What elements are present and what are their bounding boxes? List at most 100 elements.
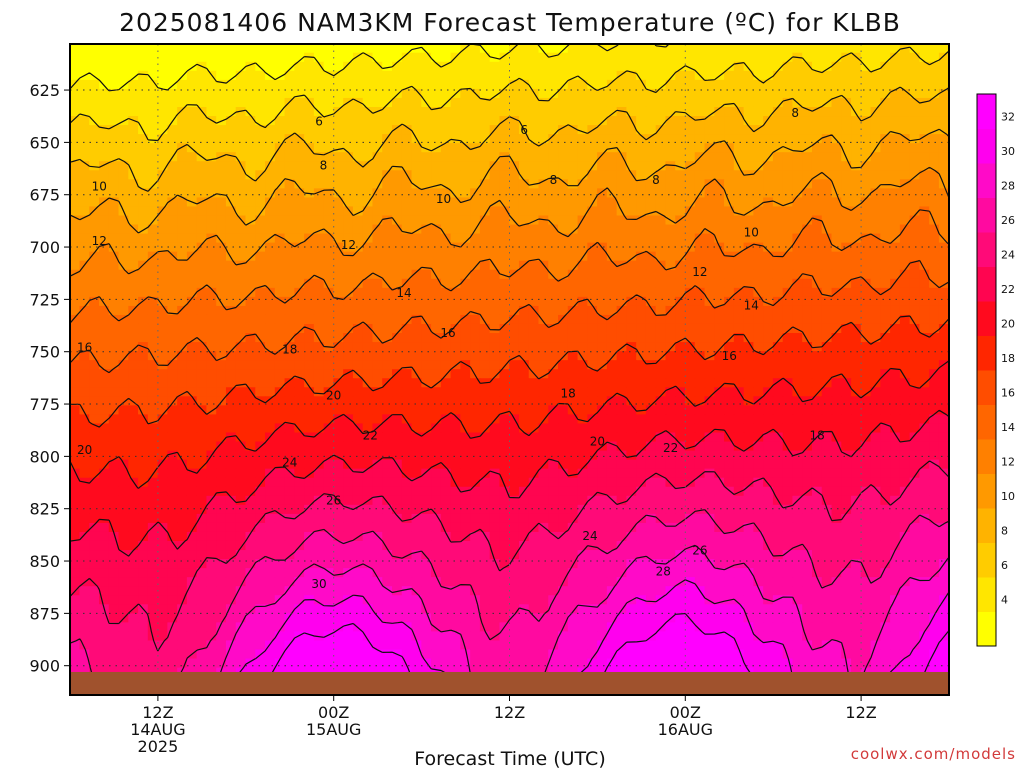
temperature-cell xyxy=(245,468,256,479)
temperature-cell xyxy=(616,486,627,497)
temperature-cell xyxy=(616,116,627,126)
temperature-cell xyxy=(245,79,256,90)
temperature-cell xyxy=(841,495,852,506)
temperature-cell xyxy=(479,441,491,452)
temperature-cell xyxy=(587,179,598,189)
temperature-cell xyxy=(196,414,208,425)
temperature-cell xyxy=(304,450,315,461)
temperature-cell xyxy=(382,206,393,217)
temperature-cell xyxy=(685,450,696,461)
temperature-cell xyxy=(860,278,872,289)
temperature-cell xyxy=(870,61,881,72)
temperature-cell xyxy=(743,224,754,235)
temperature-cell xyxy=(489,314,501,325)
temperature-cell xyxy=(79,504,90,515)
temperature-cell xyxy=(870,360,881,370)
temperature-cell xyxy=(304,215,315,226)
temperature-cell xyxy=(743,197,754,208)
temperature-cell xyxy=(460,269,471,280)
temperature-cell xyxy=(870,152,881,162)
temperature-cell xyxy=(763,242,774,253)
temperature-cell xyxy=(235,522,247,533)
temperature-cell xyxy=(929,333,940,343)
temperature-cell xyxy=(597,342,608,352)
temperature-cell xyxy=(772,170,784,180)
temperature-cell xyxy=(714,486,725,497)
temperature-cell xyxy=(450,206,461,217)
temperature-cell xyxy=(206,134,217,144)
temperature-cell xyxy=(313,387,325,397)
temperature-cell xyxy=(167,504,178,515)
temperature-cell xyxy=(284,387,295,397)
temperature-cell xyxy=(851,70,862,81)
temperature-cell xyxy=(421,134,432,144)
temperature-cell xyxy=(177,260,188,271)
temperature-cell xyxy=(577,513,588,524)
temperature-cell xyxy=(89,486,100,497)
temperature-cell xyxy=(245,504,256,515)
temperature-cell xyxy=(938,396,949,406)
temperature-cell xyxy=(99,152,110,162)
temperature-cell xyxy=(70,179,81,189)
temperature-cell xyxy=(665,333,676,343)
temperature-cell xyxy=(528,206,540,217)
temperature-cell xyxy=(352,414,364,425)
temperature-cell xyxy=(675,314,686,325)
temperature-cell xyxy=(919,52,930,63)
temperature-cell xyxy=(460,88,471,99)
temperature-cell xyxy=(440,531,452,542)
temperature-cell xyxy=(431,134,442,144)
temperature-cell xyxy=(138,215,149,226)
temperature-cell xyxy=(313,242,325,253)
temperature-cell xyxy=(714,170,725,180)
temperature-cell xyxy=(548,441,559,452)
temperature-cell xyxy=(860,342,872,352)
temperature-cell xyxy=(724,125,735,135)
temperature-cell xyxy=(802,170,813,180)
temperature-cell xyxy=(655,97,667,108)
temperature-cell xyxy=(167,251,178,262)
temperature-cell xyxy=(685,531,696,542)
temperature-cell xyxy=(333,486,344,497)
temperature-cell xyxy=(890,79,901,90)
temperature-cell xyxy=(489,233,501,244)
temperature-cell xyxy=(567,296,579,307)
temperature-cell xyxy=(851,260,862,271)
temperature-cell xyxy=(108,323,120,334)
temperature-cell xyxy=(313,351,325,361)
temperature-cell xyxy=(265,52,276,63)
temperature-cell xyxy=(616,233,627,244)
temperature-cell xyxy=(499,152,510,162)
temperature-cell xyxy=(890,161,901,171)
temperature-cell xyxy=(479,233,491,244)
temperature-cell xyxy=(733,61,745,72)
temperature-cell xyxy=(714,387,725,397)
temperature-cell xyxy=(802,233,813,244)
temperature-cell xyxy=(636,522,647,533)
temperature-cell xyxy=(372,61,383,72)
temperature-cell xyxy=(294,396,305,406)
temperature-cell xyxy=(225,61,237,72)
temperature-cell xyxy=(313,269,325,280)
temperature-cell xyxy=(274,432,286,443)
temperature-cell xyxy=(235,441,247,452)
temperature-cell xyxy=(899,134,911,144)
temperature-cell xyxy=(685,296,696,307)
temperature-cell xyxy=(841,486,852,497)
temperature-cell xyxy=(177,360,188,370)
temperature-cell xyxy=(313,414,325,425)
temperature-cell xyxy=(499,387,510,397)
temperature-cell xyxy=(626,360,637,370)
temperature-cell xyxy=(694,405,706,416)
temperature-cell xyxy=(304,504,315,515)
temperature-cell xyxy=(147,79,159,90)
temperature-cell xyxy=(255,342,266,352)
temperature-cell xyxy=(411,477,422,488)
temperature-cell xyxy=(870,88,881,99)
temperature-cell xyxy=(606,504,618,515)
temperature-cell xyxy=(626,504,637,515)
temperature-cell xyxy=(147,215,159,226)
temperature-cell xyxy=(645,323,657,334)
temperature-cell xyxy=(929,170,940,180)
temperature-cell xyxy=(655,450,667,461)
